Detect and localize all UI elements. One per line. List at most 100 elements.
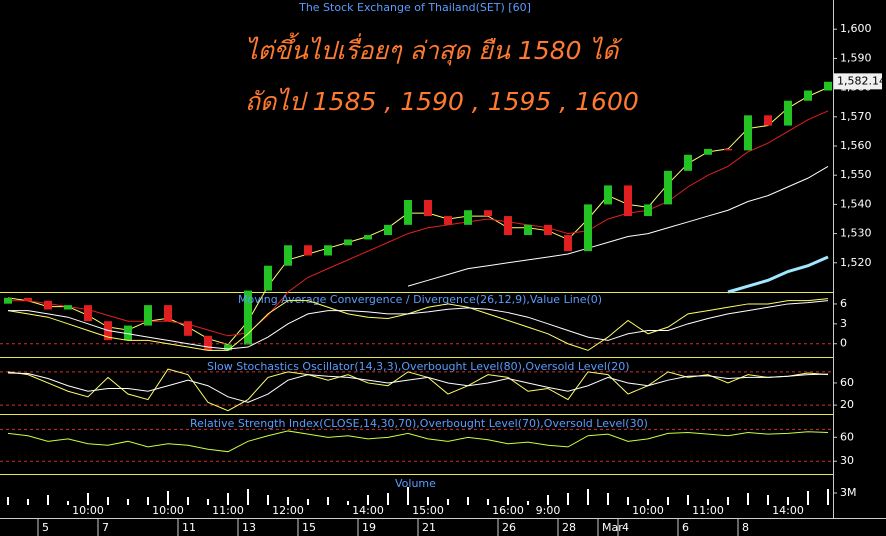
last-price-box bbox=[834, 73, 882, 90]
indicator-line bbox=[7, 430, 829, 453]
candle bbox=[404, 200, 412, 225]
volume-bar bbox=[27, 499, 29, 505]
y-tick-label: 1,530 bbox=[840, 227, 872, 240]
x-tick-label: 21 bbox=[422, 521, 436, 534]
chart-title: The Stock Exchange of Thailand(SET) [60] bbox=[298, 1, 531, 14]
panel-frames bbox=[0, 292, 833, 475]
volume-bar bbox=[827, 489, 829, 505]
panel-title: Relative Strength Index(CLOSE,14,30,70),… bbox=[190, 417, 648, 430]
x-tick-label: 5 bbox=[42, 521, 49, 534]
volume-bar bbox=[507, 497, 509, 505]
y-tick-label: 30 bbox=[840, 454, 854, 467]
candle bbox=[264, 265, 272, 291]
volume-bar bbox=[287, 497, 289, 505]
candle bbox=[704, 148, 712, 155]
candle bbox=[304, 245, 312, 256]
candle bbox=[604, 185, 612, 205]
candle bbox=[44, 300, 52, 310]
volume-bar bbox=[587, 489, 589, 505]
candle bbox=[64, 305, 72, 310]
candle bbox=[124, 325, 132, 341]
y-tick-label: 60 bbox=[840, 376, 854, 389]
x-tick-label: 4 bbox=[622, 521, 629, 534]
y-tick-label: 1,570 bbox=[840, 110, 872, 123]
y-tick-label: 6 bbox=[840, 297, 847, 310]
x-tick-label: 19 bbox=[362, 521, 376, 534]
volume-bar bbox=[47, 495, 49, 505]
candle bbox=[424, 200, 432, 217]
indicator-line bbox=[7, 372, 829, 403]
y-tick-label: 60 bbox=[840, 430, 854, 443]
annotation: ถัดไป 1585 , 1590 , 1595 , 1600 bbox=[245, 87, 639, 116]
time-label: 10:00 bbox=[632, 504, 664, 517]
candle bbox=[384, 224, 392, 236]
candle bbox=[224, 344, 232, 351]
x-tick-label: 11 bbox=[182, 521, 196, 534]
indicator-line bbox=[407, 166, 829, 287]
x-tick-label: 6 bbox=[682, 521, 689, 534]
candle bbox=[564, 235, 572, 252]
candle bbox=[584, 204, 592, 252]
volume-bar bbox=[147, 497, 149, 505]
y-tick-label: 0 bbox=[840, 337, 847, 350]
indicator-line bbox=[7, 368, 829, 412]
candle bbox=[764, 115, 772, 126]
volume-bar bbox=[447, 499, 449, 505]
candle bbox=[484, 210, 492, 217]
volume-bar bbox=[547, 495, 549, 505]
time-label: 11:00 bbox=[212, 504, 244, 517]
candle bbox=[724, 148, 732, 151]
volume-bar bbox=[687, 495, 689, 505]
volume-bar bbox=[187, 497, 189, 505]
candle bbox=[524, 224, 532, 236]
volume-bar bbox=[227, 493, 229, 505]
x-tick-label: Mar bbox=[602, 521, 623, 534]
volume-bar bbox=[527, 501, 529, 505]
candle bbox=[324, 245, 332, 256]
volume-bar bbox=[487, 499, 489, 505]
candle bbox=[204, 335, 212, 351]
x-tick-label: 7 bbox=[102, 521, 109, 534]
time-label: 15:00 bbox=[412, 504, 444, 517]
panel-title: Volume bbox=[395, 477, 436, 490]
volume-bar bbox=[247, 489, 249, 505]
candle bbox=[664, 170, 672, 205]
candle bbox=[684, 154, 692, 171]
y-tick-label: 1,560 bbox=[840, 139, 872, 152]
candle bbox=[444, 216, 452, 225]
volume-bar bbox=[87, 493, 89, 505]
volume-bar bbox=[467, 497, 469, 505]
y-tick-label: 1,550 bbox=[840, 168, 872, 181]
volume-bar bbox=[647, 499, 649, 505]
y-tick-label: 20 bbox=[840, 398, 854, 411]
volume-bar bbox=[567, 493, 569, 505]
time-label: 9:00 bbox=[536, 504, 561, 517]
candle bbox=[144, 305, 152, 326]
x-tick-label: 26 bbox=[502, 521, 516, 534]
candle bbox=[164, 305, 172, 322]
candle bbox=[744, 115, 752, 151]
volume-bar bbox=[207, 499, 209, 505]
time-label: 12:00 bbox=[272, 504, 304, 517]
volume-bar bbox=[807, 491, 809, 505]
volume-bar bbox=[627, 497, 629, 505]
volume-bar bbox=[787, 497, 789, 505]
volume-bar bbox=[727, 497, 729, 505]
volume-bar bbox=[67, 501, 69, 505]
candle bbox=[344, 239, 352, 246]
volume-bar bbox=[747, 493, 749, 505]
panel-title: Moving Average Convergence / Divergence(… bbox=[238, 293, 602, 306]
y-tick-label: 1,540 bbox=[840, 197, 872, 210]
y-tick-label: 3M bbox=[840, 486, 857, 499]
time-label: 14:00 bbox=[352, 504, 384, 517]
volume-bar bbox=[607, 493, 609, 505]
x-tick-label: 13 bbox=[242, 521, 256, 534]
volume-bar bbox=[347, 501, 349, 505]
volume-bar bbox=[707, 499, 709, 505]
annotation: ไต่ขึ้นไปเรื่อยๆ ล่าสุด ยืน 1580 ได้ bbox=[245, 32, 623, 66]
volume-bar bbox=[367, 495, 369, 505]
candle bbox=[804, 90, 812, 101]
time-label: 10:00 bbox=[152, 504, 184, 517]
time-label: 11:00 bbox=[692, 504, 724, 517]
